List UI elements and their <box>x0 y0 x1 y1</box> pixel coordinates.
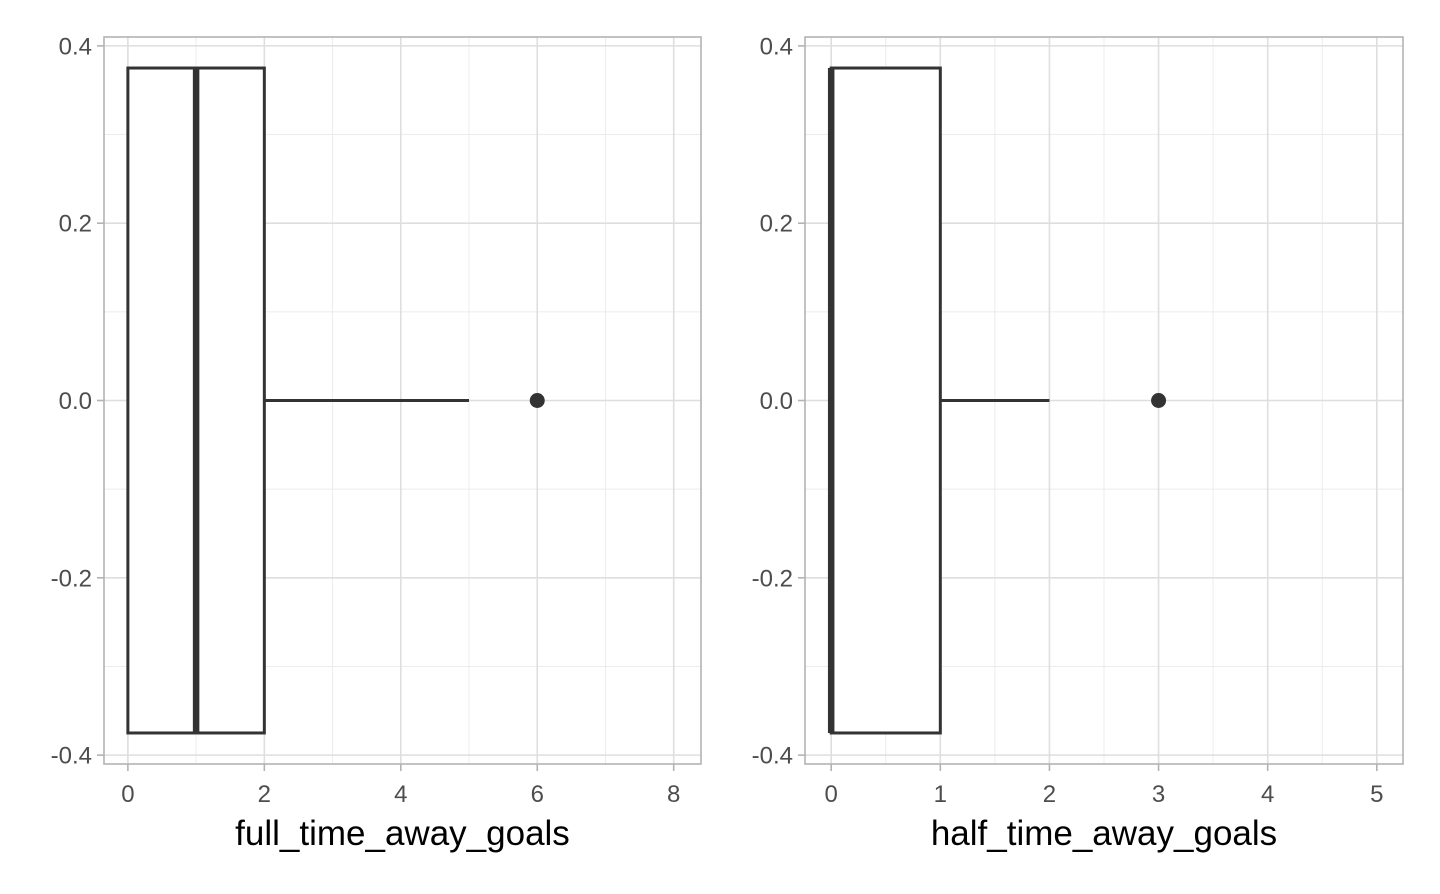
y-tick-label: -0.2 <box>51 565 92 592</box>
x-tick-label: 2 <box>258 781 271 808</box>
y-tick-label: 0.4 <box>760 33 793 60</box>
outlier-point <box>1151 393 1167 408</box>
x-tick-label: 0 <box>121 781 134 808</box>
x-tick-label: 3 <box>1152 781 1165 808</box>
x-axis-title: half_time_away_goals <box>931 814 1277 853</box>
y-tick-label: 0.4 <box>59 33 92 60</box>
x-tick-label: 4 <box>1261 781 1274 808</box>
y-tick-label: 0.0 <box>59 388 92 415</box>
panel-1: 0 2 4 6 8 -0.4 -0.2 0.0 0.2 0.4 full_time_away_goa… <box>51 33 702 853</box>
y-tick-label: 0.2 <box>760 211 793 238</box>
y-tick-label: -0.2 <box>752 565 793 592</box>
panel-2: 0 1 2 3 4 5 -0.4 -0.2 0.0 0.2 0.4 half_time_away_go… <box>752 33 1404 853</box>
x-tick-label: 8 <box>667 781 680 808</box>
x-tick-label: 2 <box>1043 781 1056 808</box>
y-tick-label: -0.4 <box>752 743 793 770</box>
iqr-box <box>829 66 942 735</box>
x-tick-label: 5 <box>1370 781 1383 808</box>
y-tick-label: -0.4 <box>51 743 92 770</box>
x-axis-title: full_time_away_goals <box>235 814 570 853</box>
x-tick-label: 6 <box>531 781 544 808</box>
outlier-point <box>529 393 545 408</box>
y-tick-label: 0.0 <box>760 388 793 415</box>
x-tick-label: 1 <box>934 781 947 808</box>
x-tick-label: 4 <box>394 781 407 808</box>
y-tick-label: 0.2 <box>59 211 92 238</box>
x-tick-label: 0 <box>825 781 838 808</box>
